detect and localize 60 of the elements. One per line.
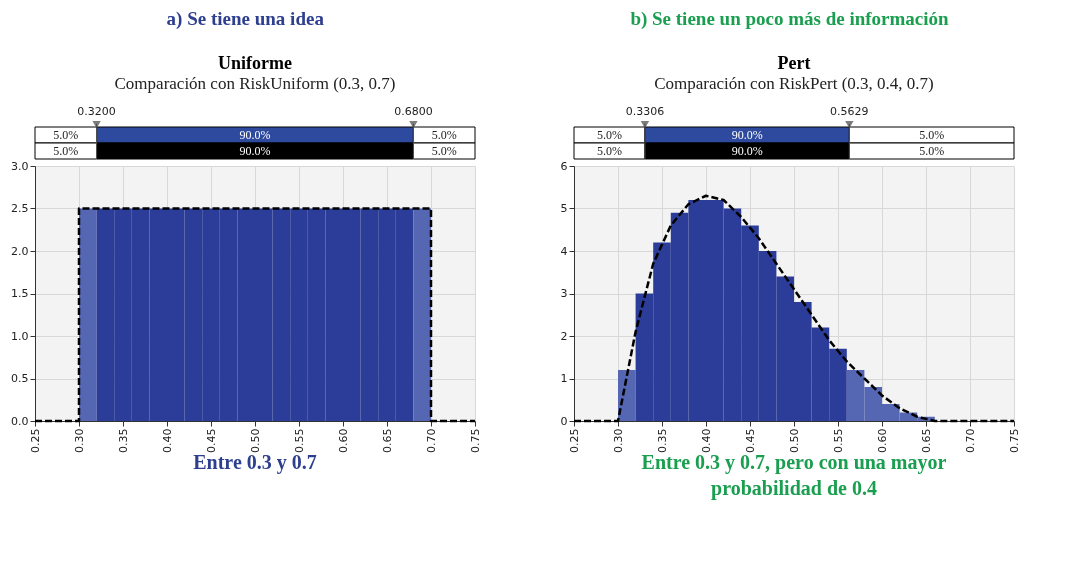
x-tick-label: 0.60 xyxy=(875,428,889,453)
y-tick-label: 5 xyxy=(560,202,568,215)
y-tick-label: 1 xyxy=(560,372,568,385)
y-tick-label: 3 xyxy=(560,287,568,300)
y-tick-label: 1.5 xyxy=(11,287,29,300)
x-tick-label: 0.50 xyxy=(248,428,262,453)
text: 5.0% xyxy=(431,128,457,142)
ref-line-label: 0.3306 xyxy=(625,105,665,118)
y-tick-label: 0.5 xyxy=(11,372,29,385)
y-tick-label: 6 xyxy=(560,159,568,173)
text: 90.0% xyxy=(731,128,763,142)
text: Entre 0.3 y 0.7 xyxy=(193,451,317,474)
text: 5.0% xyxy=(53,144,79,158)
y-tick-label: 4 xyxy=(560,244,568,258)
y-tick-label: 1.0 xyxy=(11,329,29,343)
x-tick-label: 0.60 xyxy=(336,428,350,453)
y-tick-label: 0.0 xyxy=(11,414,29,428)
y-tick-label: 0 xyxy=(560,414,568,428)
x-tick-label: 0.70 xyxy=(963,428,977,453)
chart-title: Uniforme xyxy=(218,53,292,73)
x-tick-label: 0.55 xyxy=(292,428,306,453)
x-tick-label: 0.40 xyxy=(699,428,713,453)
x-tick-label: 0.55 xyxy=(831,428,845,453)
text: 5.0% xyxy=(919,128,945,142)
text: Entre 0.3 y 0.7, pero con una mayor probabilidad de 0.4 xyxy=(641,451,947,500)
x-tick-label: 0.65 xyxy=(919,428,933,453)
y-tick-label: 3.0 xyxy=(11,159,29,173)
chart-title: Pert xyxy=(777,53,811,73)
text: 5.0% xyxy=(919,144,945,158)
ref-line-label: 0.3200 xyxy=(77,105,116,118)
ref-line-label: 0.5629 xyxy=(830,105,869,118)
text: b) Se tiene un poco más de información xyxy=(630,8,950,30)
x-tick-label: 0.30 xyxy=(72,428,86,453)
text: 90.0% xyxy=(731,144,763,158)
x-tick-label: 0.70 xyxy=(424,428,438,453)
y-tick-label: 2.0 xyxy=(11,244,29,258)
x-tick-label: 0.65 xyxy=(380,428,394,453)
ref-line-label: 0.6800 xyxy=(394,105,433,118)
x-tick-label: 0.45 xyxy=(204,428,218,453)
x-tick-label: 0.75 xyxy=(1007,428,1021,453)
y-tick-label: 2.5 xyxy=(11,202,29,215)
text: 5.0% xyxy=(431,144,457,158)
x-tick-label: 0.25 xyxy=(567,428,581,453)
text: 90.0% xyxy=(239,144,271,158)
x-tick-label: 0.35 xyxy=(116,428,130,453)
x-tick-label: 0.45 xyxy=(743,428,757,453)
x-tick-label: 0.25 xyxy=(28,428,42,453)
text: 5.0% xyxy=(596,144,622,158)
chart-subtitle: Comparación con RiskPert (0.3, 0.4, 0.7) xyxy=(654,74,934,93)
text: 5.0% xyxy=(53,128,79,142)
x-tick-label: 0.30 xyxy=(611,428,625,453)
text: 90.0% xyxy=(239,128,271,142)
text: a) Se tiene una idea xyxy=(166,8,325,30)
text: 5.0% xyxy=(596,128,622,142)
x-tick-label: 0.50 xyxy=(787,428,801,453)
x-tick-label: 0.35 xyxy=(655,428,669,453)
x-tick-label: 0.40 xyxy=(160,428,174,453)
x-tick-label: 0.75 xyxy=(468,428,482,453)
chart-subtitle: Comparación con RiskUniform (0.3, 0.7) xyxy=(114,74,396,93)
y-tick-label: 2 xyxy=(560,329,568,343)
